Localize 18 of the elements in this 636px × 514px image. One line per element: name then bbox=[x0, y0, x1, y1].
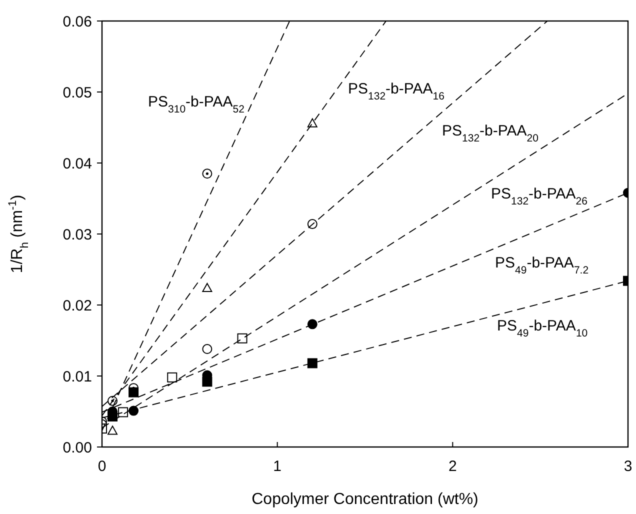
x-tick-label: 3 bbox=[624, 458, 632, 475]
series-label: PS$_{49}$-b-PAA$_{7.2}$ bbox=[495, 254, 589, 276]
y-tick-label: 0.06 bbox=[62, 13, 92, 30]
x-tick-label: 1 bbox=[273, 458, 282, 475]
y-tick-label: 0.05 bbox=[62, 84, 92, 102]
x-tick-label: 0 bbox=[98, 458, 106, 475]
series-label: PS$_{132}$-b-PAA$_{26}$ bbox=[491, 185, 588, 208]
x-tick-label: 2 bbox=[448, 458, 457, 475]
y-tick-label: 0.00 bbox=[62, 439, 92, 456]
y-tick-label: 0.01 bbox=[62, 368, 92, 386]
y-tick-label: 0.04 bbox=[62, 155, 92, 172]
series-label: PS$_{132}$-b-PAA$_{20}$ bbox=[442, 122, 539, 144]
series-label: PS$_{132}$-b-PAA$_{16}$ bbox=[348, 80, 445, 102]
series-label: PS$_{310}$-b-PAA$_{52}$ bbox=[148, 93, 245, 116]
y-tick-label: 0.03 bbox=[62, 226, 92, 244]
series-label: PS$_{49}$-b-PAA$_{10}$ bbox=[497, 317, 588, 340]
y-tick-label: 0.02 bbox=[62, 297, 92, 314]
x-axis-title: Copolymer Concentration (wt%) bbox=[252, 491, 478, 508]
